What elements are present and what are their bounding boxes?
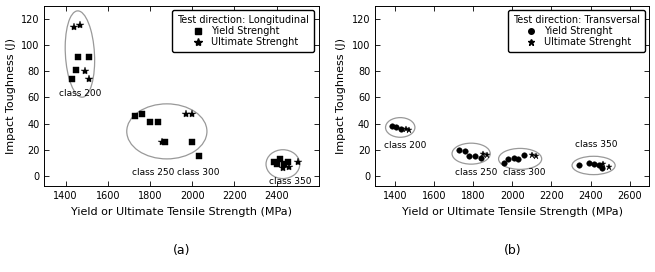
X-axis label: Yield or Ultimate Tensile Strength (MPa): Yield or Ultimate Tensile Strength (MPa): [71, 207, 292, 217]
Text: class 350: class 350: [575, 140, 618, 149]
Y-axis label: Impact Toughness (J): Impact Toughness (J): [5, 38, 16, 154]
Legend: Yield Strenght, Ultimate Strenght: Yield Strenght, Ultimate Strenght: [172, 10, 314, 52]
X-axis label: Yield or Ultimate Tensile Strength (MPa): Yield or Ultimate Tensile Strength (MPa): [402, 207, 623, 217]
Legend: Yield Strenght, Ultimate Strenght: Yield Strenght, Ultimate Strenght: [508, 10, 645, 52]
Text: class 250: class 250: [455, 168, 498, 177]
Text: class 300: class 300: [178, 168, 220, 177]
Y-axis label: Impact Toughness (J): Impact Toughness (J): [336, 38, 346, 154]
Text: class 200: class 200: [384, 141, 426, 150]
Text: class 300: class 300: [504, 168, 546, 177]
Text: (a): (a): [173, 244, 191, 257]
Text: class 250: class 250: [132, 168, 174, 177]
Text: class 350: class 350: [269, 177, 312, 186]
Text: (b): (b): [504, 244, 521, 257]
Text: class 200: class 200: [59, 89, 102, 98]
